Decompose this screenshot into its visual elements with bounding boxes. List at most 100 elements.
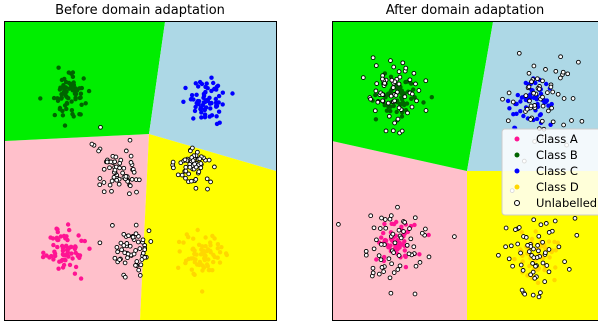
point-unlabelled — [109, 188, 114, 194]
point-unlabelled — [108, 159, 114, 165]
point-class-d — [546, 239, 552, 244]
point-class-c — [204, 81, 209, 86]
point-class-b — [57, 87, 63, 92]
point-class-b — [59, 92, 64, 97]
point-unlabelled — [543, 67, 548, 72]
point-unlabelled — [373, 88, 379, 94]
point-unlabelled — [395, 204, 400, 210]
point-class-b — [70, 88, 75, 93]
point-unlabelled — [396, 81, 402, 87]
legend-marker-class-c — [514, 168, 520, 174]
point-class-c — [198, 106, 203, 112]
point-unlabelled — [377, 226, 383, 231]
point-unlabelled — [170, 159, 176, 165]
point-unlabelled — [546, 247, 552, 252]
point-class-a — [382, 254, 387, 260]
point-unlabelled — [371, 225, 377, 231]
point-unlabelled — [110, 223, 115, 228]
point-class-d — [553, 248, 558, 253]
point-unlabelled — [122, 260, 128, 266]
point-class-d — [512, 257, 517, 262]
point-unlabelled — [576, 59, 581, 65]
point-class-c — [202, 115, 208, 120]
point-unlabelled — [412, 291, 418, 297]
point-unlabelled — [124, 241, 130, 246]
point-unlabelled — [423, 226, 428, 232]
point-class-d — [552, 239, 557, 245]
point-unlabelled — [117, 165, 122, 171]
point-unlabelled — [186, 171, 192, 177]
point-class-a — [397, 245, 402, 250]
point-class-c — [531, 95, 537, 101]
point-class-d — [191, 256, 196, 261]
point-class-d — [217, 250, 223, 255]
point-class-d — [205, 264, 210, 269]
point-class-b — [74, 88, 80, 93]
point-class-d — [215, 242, 221, 247]
point-class-a — [58, 234, 63, 239]
point-unlabelled — [531, 63, 537, 69]
point-class-a — [67, 262, 73, 268]
point-class-c — [521, 113, 526, 119]
point-unlabelled — [531, 217, 537, 223]
point-class-c — [548, 122, 553, 128]
point-class-d — [192, 248, 197, 253]
point-class-b — [60, 113, 66, 118]
point-class-b — [63, 94, 69, 99]
point-class-a — [69, 244, 74, 250]
point-unlabelled — [112, 159, 118, 165]
point-class-a — [65, 237, 70, 243]
point-unlabelled — [543, 250, 548, 256]
point-unlabelled — [97, 182, 103, 188]
point-class-a — [72, 271, 78, 276]
point-class-b — [386, 104, 391, 110]
point-unlabelled — [550, 89, 556, 95]
point-unlabelled — [133, 248, 138, 253]
point-class-c — [193, 81, 198, 86]
point-class-d — [191, 236, 196, 241]
point-unlabelled — [538, 290, 543, 295]
point-unlabelled — [555, 91, 561, 97]
point-unlabelled — [383, 128, 389, 134]
point-unlabelled — [401, 229, 406, 234]
point-class-a — [76, 253, 81, 258]
point-unlabelled — [405, 110, 410, 116]
point-class-d — [195, 227, 200, 233]
point-unlabelled — [552, 218, 558, 224]
point-class-d — [177, 249, 182, 254]
point-class-d — [206, 257, 211, 262]
point-unlabelled — [115, 249, 120, 255]
point-unlabelled — [112, 167, 118, 173]
point-unlabelled — [520, 268, 526, 273]
point-unlabelled — [574, 232, 580, 238]
point-class-c — [214, 87, 219, 92]
point-class-b — [402, 101, 407, 107]
point-class-d — [533, 229, 538, 234]
point-unlabelled — [522, 291, 528, 297]
legend-entry-class-b: Class B — [514, 148, 578, 162]
point-class-b — [59, 95, 64, 100]
left-axes-frame — [4, 21, 277, 321]
point-unlabelled — [396, 69, 402, 74]
point-unlabelled — [192, 161, 197, 167]
point-class-a — [52, 249, 57, 254]
point-unlabelled — [208, 179, 213, 185]
point-class-d — [176, 265, 181, 270]
point-unlabelled — [546, 108, 551, 114]
right-panel-title: After domain adaptation — [385, 3, 545, 18]
point-unlabelled — [368, 213, 374, 219]
point-class-b — [81, 76, 86, 81]
point-class-a — [62, 257, 67, 262]
point-unlabelled — [398, 235, 404, 241]
point-class-c — [196, 84, 201, 89]
point-class-d — [519, 230, 524, 235]
legend-label-class-a: Class A — [536, 132, 578, 146]
point-unlabelled — [197, 156, 203, 162]
point-unlabelled — [198, 165, 204, 171]
point-class-d — [555, 240, 560, 245]
point-unlabelled — [121, 165, 127, 171]
point-unlabelled — [107, 165, 112, 171]
point-unlabelled — [198, 161, 204, 166]
point-class-a — [402, 253, 408, 258]
point-class-c — [207, 101, 213, 106]
